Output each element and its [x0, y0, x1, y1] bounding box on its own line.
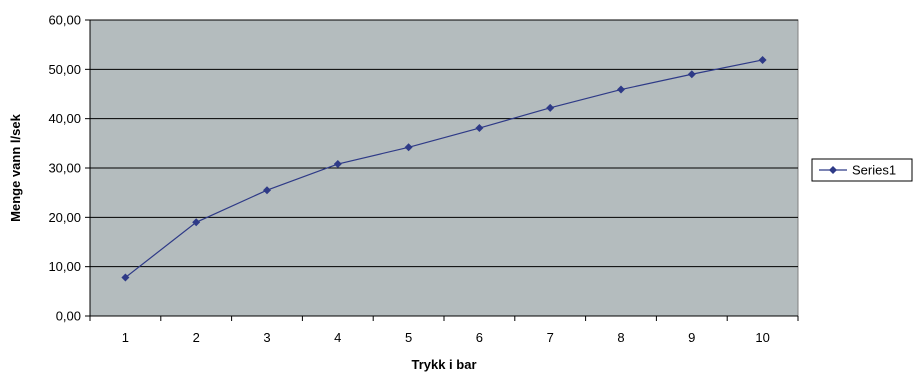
data-point [475, 124, 484, 133]
y-tick-label: 10,00 [48, 259, 81, 274]
x-tick-label: 6 [476, 330, 483, 345]
x-axis: 1 2 3 4 5 6 7 8 9 10 [89, 315, 799, 345]
data-point [263, 186, 271, 195]
data-point [192, 218, 201, 227]
x-tick-label: 10 [755, 330, 769, 345]
series-line [125, 59, 763, 278]
series-layer [121, 55, 767, 282]
x-tick-label: 2 [193, 330, 200, 345]
y-tick-label: 20,00 [48, 210, 81, 225]
legend: Series1 [811, 158, 913, 182]
x-tick-label: 7 [547, 330, 554, 345]
y-tick-label: 40,00 [48, 111, 81, 126]
x-tick-label: 1 [122, 330, 129, 345]
legend-marker [829, 166, 837, 174]
y-tick-label: 30,00 [48, 161, 81, 176]
y-axis-title: Menge vann l/sek [8, 113, 23, 221]
data-point [546, 103, 555, 112]
y-tick-label: 0,00 [56, 309, 81, 324]
y-axis: 0,00 10,00 20,00 30,00 40,00 50,00 60,00 [48, 13, 91, 324]
legend-label: Series1 [852, 163, 896, 178]
x-tick-label: 4 [334, 330, 341, 345]
data-point [404, 143, 413, 152]
data-point [333, 160, 342, 169]
data-point [617, 85, 625, 94]
x-axis-title: Trykk i bar [411, 357, 476, 372]
data-point [687, 70, 696, 79]
x-tick-label: 8 [617, 330, 624, 345]
x-tick-label: 9 [688, 330, 695, 345]
x-tick-label: 3 [263, 330, 270, 345]
data-point [121, 273, 130, 282]
legend-box [811, 158, 913, 182]
y-tick-label: 60,00 [48, 13, 81, 28]
data-point [758, 55, 767, 64]
x-tick-label: 5 [405, 330, 412, 345]
y-tick-label: 50,00 [48, 62, 81, 77]
